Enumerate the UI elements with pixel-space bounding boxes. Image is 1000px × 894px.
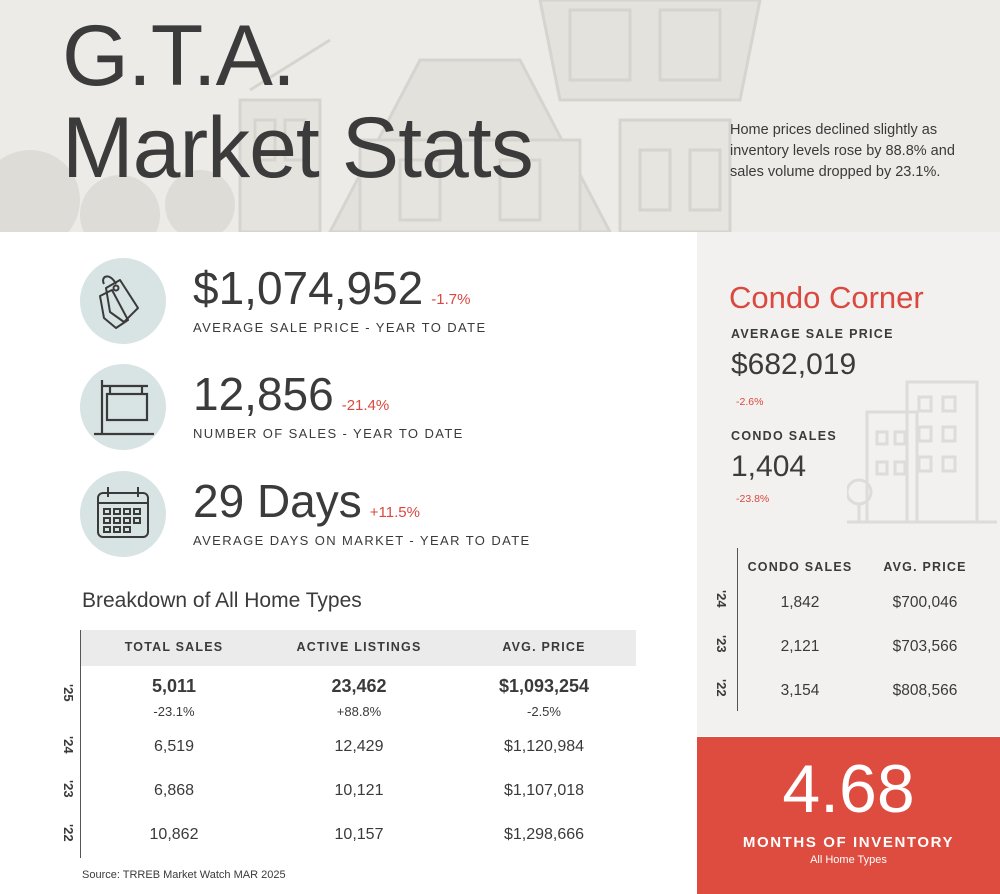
- table-cell: 10,862: [149, 826, 199, 843]
- condo-corner-panel: Condo Corner AVERAGE SALE PRICE $682,019…: [697, 232, 1000, 736]
- source-note: Source: TRREB Market Watch MAR 2025: [82, 869, 286, 881]
- sale-sign-icon: [94, 380, 154, 436]
- header-banner: G.T.A. Market Stats Home prices declined…: [0, 0, 1000, 232]
- table-divider: [80, 630, 81, 858]
- row-year-label: '22: [714, 679, 729, 697]
- table-cell-change: -2.5%: [527, 704, 561, 719]
- table-cell: $700,046: [892, 594, 958, 611]
- icon-circle: [80, 364, 166, 450]
- row-year-label: '25: [61, 684, 76, 702]
- building-icon: [847, 380, 997, 524]
- table-cell-change: +88.8%: [336, 704, 382, 719]
- condo-avg-price-label: AVERAGE SALE PRICE: [731, 327, 894, 341]
- table-cell: 23,462: [331, 676, 387, 696]
- row-year-label: '23: [61, 780, 76, 798]
- page-title: G.T.A. Market Stats: [62, 8, 534, 196]
- condo-table-divider: [737, 548, 738, 711]
- table-cell: $1,107,018: [503, 782, 585, 799]
- stat-value: $1,074,952 -1.7%: [193, 262, 471, 314]
- row-year-label: '23: [714, 635, 729, 653]
- table-cell: $703,566: [892, 638, 958, 655]
- table-cell: 5,011: [151, 676, 197, 696]
- table-cell: 10,157: [334, 826, 384, 843]
- stat-days-on-market: 29 Days +11.5% AVERAGE DAYS ON MARKET - Y…: [80, 471, 680, 561]
- breakdown-title: Breakdown of All Home Types: [82, 589, 362, 612]
- table-cell: 6,519: [153, 738, 195, 755]
- table-cell: 12,429: [334, 738, 384, 755]
- condo-avg-price-change: -2.6%: [736, 396, 764, 408]
- inventory-value: 4.68: [782, 751, 915, 827]
- stat-label: NUMBER OF SALES - YEAR TO DATE: [193, 426, 464, 441]
- house-background-icon: [0, 0, 762, 232]
- table-cell: 10,121: [334, 782, 384, 799]
- stat-average-sale-price: $1,074,952 -1.7% AVERAGE SALE PRICE - YEA…: [80, 258, 680, 348]
- condo-heading: Condo Corner: [729, 280, 924, 315]
- stat-label: AVERAGE DAYS ON MARKET - YEAR TO DATE: [193, 533, 531, 548]
- table-cell: 1,842: [780, 594, 820, 611]
- condo-sales-change: -23.8%: [736, 493, 770, 505]
- column-header: AVG. PRICE: [502, 640, 586, 654]
- stat-change: -21.4%: [341, 397, 390, 414]
- condo-sales-value: 1,404: [731, 450, 807, 483]
- months-of-inventory-box: 4.68 MONTHS OF INVENTORY All Home Types: [697, 737, 1000, 894]
- stat-value: 12,856 -21.4%: [193, 368, 390, 420]
- row-year-label: '22: [61, 824, 76, 842]
- table-cell-change: -23.1%: [153, 704, 195, 719]
- table-cell: $1,298,666: [503, 826, 585, 843]
- table-cell: 3,154: [780, 682, 820, 699]
- condo-avg-price-value: $682,019: [731, 348, 857, 381]
- title-line-1: G.T.A.: [62, 8, 296, 104]
- intro-text: Home prices declined slightly as invento…: [730, 122, 955, 180]
- icon-circle: [80, 258, 166, 344]
- column-header: CONDO SALES: [747, 560, 853, 574]
- column-header: AVG. PRICE: [883, 560, 967, 574]
- column-header: TOTAL SALES: [124, 640, 224, 654]
- table-cell: $1,120,984: [503, 738, 585, 755]
- stat-number-of-sales: 12,856 -21.4% NUMBER OF SALES - YEAR TO D…: [80, 364, 680, 454]
- column-header: ACTIVE LISTINGS: [296, 640, 422, 654]
- icon-circle: [80, 471, 166, 557]
- stat-value: 29 Days +11.5%: [193, 475, 420, 527]
- stat-change: -1.7%: [431, 291, 471, 308]
- stat-change: +11.5%: [369, 504, 420, 521]
- inventory-label: MONTHS OF INVENTORY: [742, 834, 955, 851]
- calendar-icon: [97, 487, 149, 538]
- table-cell: $1,093,254: [498, 676, 590, 696]
- price-tag-icon: [99, 275, 139, 329]
- table-cell: $808,566: [892, 682, 958, 699]
- table-cell: 2,121: [780, 638, 820, 655]
- row-year-label: '24: [714, 590, 729, 608]
- title-line-2: Market Stats: [62, 100, 534, 196]
- stat-label: AVERAGE SALE PRICE - YEAR TO DATE: [193, 320, 487, 335]
- row-year-label: '24: [61, 736, 76, 754]
- inventory-sublabel: All Home Types: [810, 854, 887, 866]
- table-cell: 6,868: [153, 782, 195, 799]
- breakdown-header-row: TOTAL SALES ACTIVE LISTINGS AVG. PRICE: [81, 630, 636, 666]
- condo-sales-label: CONDO SALES: [731, 429, 837, 443]
